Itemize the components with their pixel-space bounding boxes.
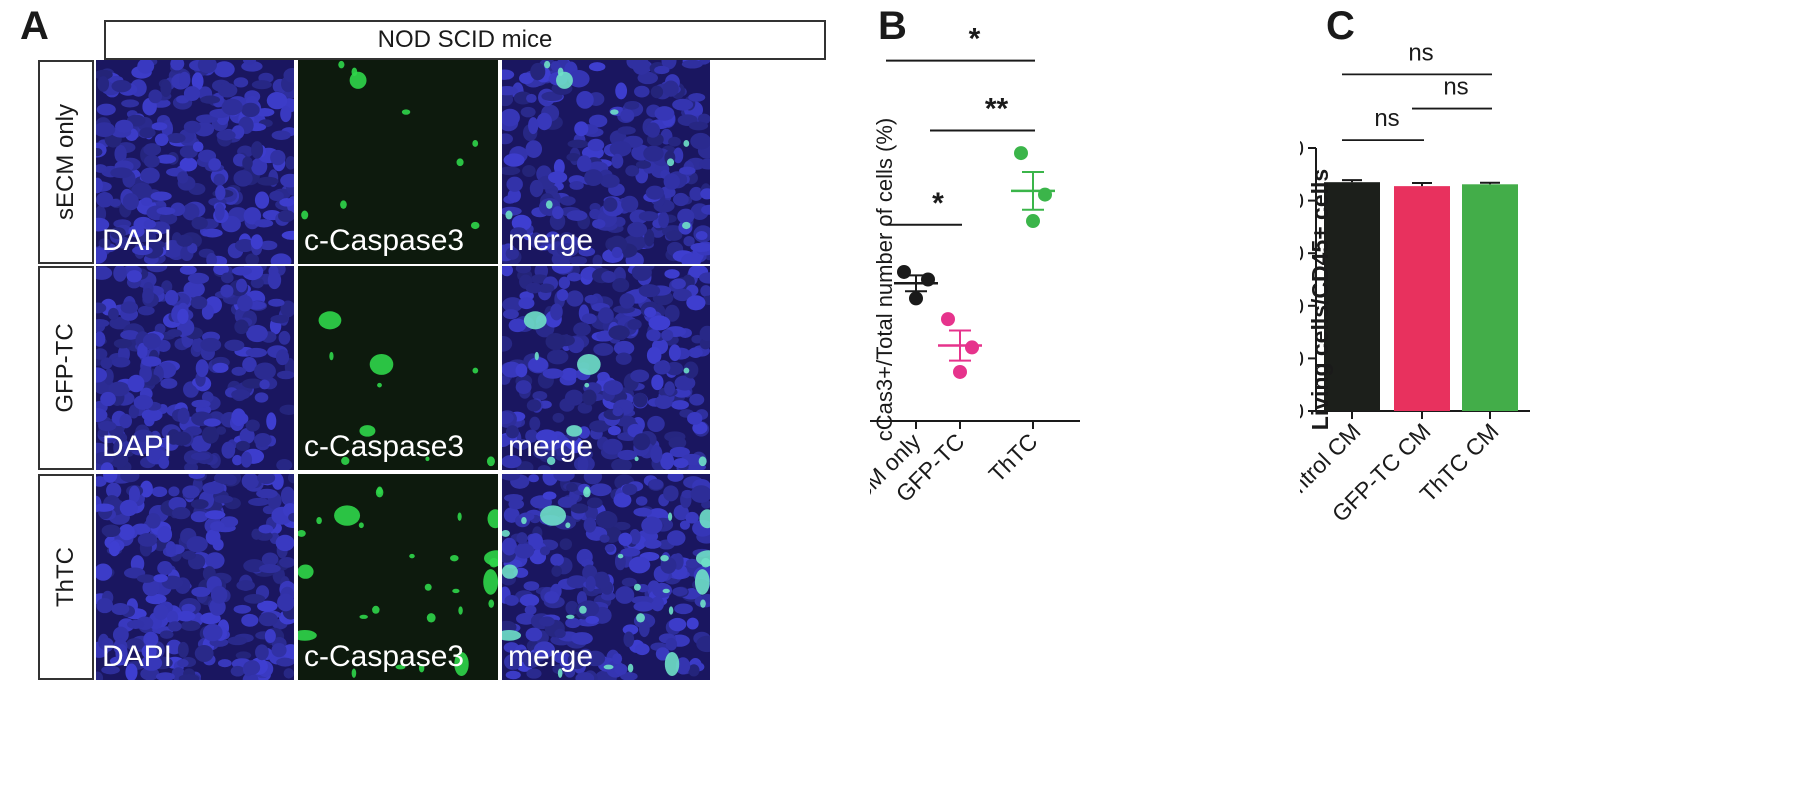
micrograph-label-merge: merge bbox=[508, 640, 594, 673]
micrograph-dapi-row-3: DAPI bbox=[96, 474, 294, 680]
micrograph-merge-row-2: merge bbox=[502, 266, 710, 470]
b-data-point bbox=[953, 364, 967, 379]
micrograph-label-merge: merge bbox=[508, 224, 594, 257]
c-y-tick-label: 100 bbox=[1300, 136, 1304, 161]
panel-letter-c: C bbox=[1326, 4, 1355, 48]
b-x-tick-label: ThTC bbox=[983, 428, 1042, 487]
c-y-tick-label: 80 bbox=[1300, 189, 1304, 214]
c-y-tick-label: 40 bbox=[1300, 294, 1304, 319]
b-series-3 bbox=[1011, 146, 1055, 229]
micrograph-label-caspase: c-Caspase3 bbox=[304, 224, 465, 257]
row-label-secm-only: sECM only bbox=[38, 60, 94, 264]
b-data-point bbox=[1026, 214, 1040, 229]
c-significance-label: ns bbox=[1408, 39, 1433, 66]
b-data-point bbox=[909, 291, 923, 306]
c-bar bbox=[1394, 186, 1450, 411]
b-series-2 bbox=[938, 312, 982, 379]
b-significance-label: ** bbox=[985, 92, 1009, 125]
c-y-tick-label: 60 bbox=[1300, 241, 1304, 266]
c-bar bbox=[1462, 184, 1518, 411]
micrograph-merge-row-3: merge bbox=[502, 474, 710, 680]
micrograph-label-caspase: c-Caspase3 bbox=[304, 430, 465, 463]
c-significance-label: ns bbox=[1374, 105, 1399, 132]
micrograph-caspase-row-2: c-Caspase3 bbox=[298, 266, 498, 470]
c-y-tick-label: 20 bbox=[1300, 346, 1304, 371]
micrograph-label-merge: merge bbox=[508, 430, 594, 463]
b-series-1 bbox=[894, 264, 938, 306]
c-y-tick-label: 0 bbox=[1300, 399, 1304, 424]
micrograph-label-dapi: DAPI bbox=[102, 640, 173, 673]
scale-bar bbox=[810, 772, 834, 777]
panel-letter-a: A bbox=[20, 4, 49, 48]
c-y-axis-label: Living cells/CD45+ cells bbox=[1307, 169, 1333, 430]
row-label-gfp-tc: GFP-TC bbox=[38, 266, 94, 470]
b-significance-label: * bbox=[932, 187, 944, 220]
micrograph-dapi-row-2: DAPI bbox=[96, 266, 294, 470]
micrograph-dapi-row-1: DAPI bbox=[96, 60, 294, 264]
micrograph-caspase-row-3: c-Caspase3 bbox=[298, 474, 498, 680]
row-label-thtc: ThTC bbox=[38, 474, 94, 680]
c-significance-label: ns bbox=[1443, 74, 1468, 101]
b-data-point bbox=[1014, 146, 1028, 161]
micrograph-caspase-row-1: c-Caspase3 bbox=[298, 60, 498, 264]
micrograph-label-dapi: DAPI bbox=[102, 224, 173, 257]
micrograph-merge-row-1: merge bbox=[502, 60, 710, 264]
micrograph-label-caspase: c-Caspase3 bbox=[304, 640, 465, 673]
b-y-axis-label: cCas3+/Total number of cells (%) bbox=[872, 118, 897, 441]
b-data-point bbox=[921, 272, 935, 287]
b-data-point bbox=[897, 264, 911, 279]
b-data-point bbox=[965, 340, 979, 355]
micrograph-label-dapi: DAPI bbox=[102, 430, 173, 463]
mouse-model-header: NOD SCID mice bbox=[104, 20, 826, 60]
b-data-point bbox=[941, 312, 955, 327]
c-bar bbox=[1324, 182, 1380, 411]
b-significance-label: * bbox=[969, 23, 981, 56]
panel-letter-b: B bbox=[878, 4, 907, 48]
b-data-point bbox=[1038, 187, 1052, 202]
